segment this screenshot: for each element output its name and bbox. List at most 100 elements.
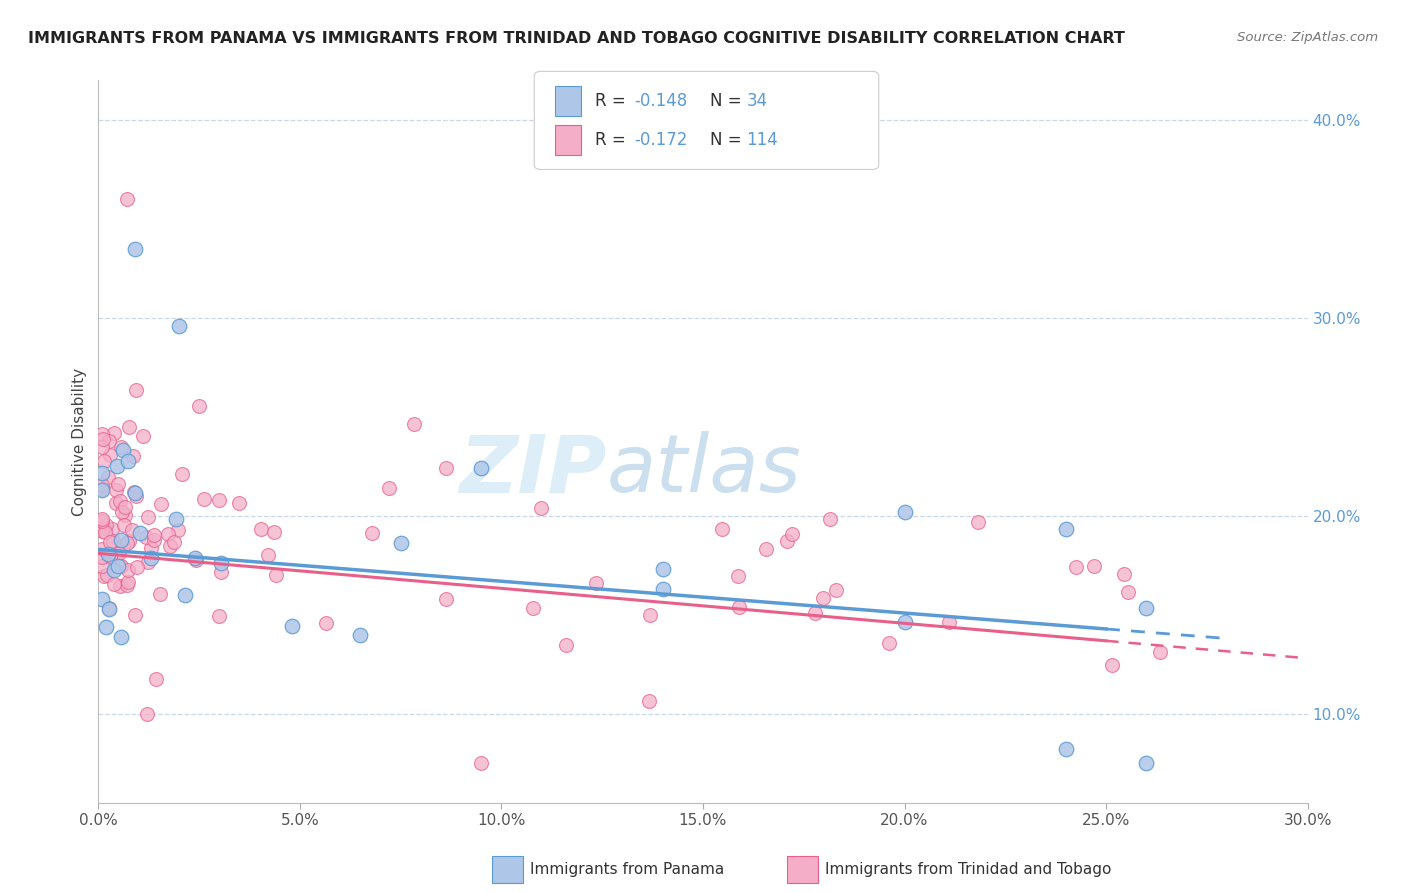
Point: [115, 536, 138, 550]
Point: [103, 533, 125, 548]
Point: [651, 582, 673, 596]
Point: [1083, 558, 1105, 573]
Point: [193, 491, 215, 506]
Point: [1135, 601, 1157, 615]
Point: [811, 591, 834, 606]
Point: [118, 534, 141, 549]
Point: [98, 601, 121, 615]
Point: [96, 619, 118, 633]
Point: [165, 512, 187, 526]
Point: [184, 553, 207, 567]
Point: [470, 461, 492, 475]
Point: [91, 440, 114, 454]
Point: [136, 510, 159, 524]
Text: atlas: atlas: [606, 432, 801, 509]
Point: [91, 478, 114, 492]
Point: [361, 526, 384, 541]
Point: [228, 496, 250, 510]
Text: Immigrants from Trinidad and Tobago: Immigrants from Trinidad and Tobago: [825, 863, 1112, 877]
Point: [91, 549, 114, 564]
Point: [1064, 559, 1087, 574]
Point: [100, 549, 122, 563]
Point: [122, 484, 145, 499]
Point: [145, 672, 167, 686]
Point: [105, 547, 128, 561]
Point: [122, 450, 145, 464]
Point: [434, 461, 457, 475]
Point: [638, 694, 661, 708]
Text: ZIP: ZIP: [458, 432, 606, 509]
Text: R =: R =: [595, 92, 631, 110]
Point: [159, 539, 181, 553]
Point: [108, 546, 131, 560]
Point: [211, 556, 233, 570]
Point: [97, 601, 120, 615]
Point: [112, 518, 135, 533]
Point: [103, 576, 125, 591]
Point: [110, 494, 132, 508]
Point: [110, 533, 132, 547]
Point: [208, 493, 231, 508]
Point: [94, 525, 117, 540]
Point: [97, 470, 120, 484]
Text: 114: 114: [747, 131, 779, 149]
Point: [112, 442, 135, 457]
Point: [118, 420, 141, 434]
Point: [585, 576, 607, 591]
Point: [638, 608, 661, 623]
Text: N =: N =: [710, 131, 747, 149]
Point: [103, 425, 125, 440]
Point: [91, 541, 114, 556]
Point: [91, 482, 114, 496]
Point: [1112, 566, 1135, 581]
Point: [124, 486, 146, 500]
Point: [1054, 522, 1077, 536]
Point: [96, 568, 118, 582]
Point: [264, 568, 287, 582]
Point: [101, 522, 124, 536]
Point: [149, 587, 172, 601]
Point: [110, 440, 132, 454]
Point: [128, 525, 150, 540]
Point: [136, 706, 159, 721]
Point: [91, 592, 114, 607]
Point: [139, 551, 162, 566]
Point: [91, 512, 114, 526]
Point: [825, 582, 848, 597]
Point: [349, 628, 371, 642]
Point: [91, 426, 114, 441]
Point: [135, 530, 157, 544]
Point: [522, 600, 544, 615]
Point: [91, 558, 114, 573]
Point: [100, 535, 122, 549]
Point: [156, 526, 179, 541]
Point: [97, 548, 120, 562]
Point: [104, 483, 127, 497]
Point: [209, 565, 232, 579]
Point: [711, 522, 734, 536]
Point: [404, 417, 426, 431]
Point: [167, 523, 190, 537]
Point: [966, 515, 988, 529]
Point: [110, 559, 132, 574]
Point: [93, 454, 115, 468]
Point: [281, 618, 304, 632]
Point: [114, 500, 136, 514]
Point: [776, 533, 799, 548]
Text: -0.148: -0.148: [634, 92, 688, 110]
Point: [150, 497, 173, 511]
Point: [728, 600, 751, 615]
Point: [94, 518, 117, 533]
Point: [377, 481, 399, 495]
Point: [98, 434, 121, 448]
Point: [755, 541, 778, 556]
Point: [250, 522, 273, 536]
Point: [727, 568, 749, 582]
Text: 34: 34: [747, 92, 768, 110]
Point: [125, 383, 148, 397]
Point: [893, 615, 915, 630]
Point: [163, 534, 186, 549]
Point: [111, 505, 134, 519]
Point: [172, 467, 194, 481]
Text: R =: R =: [595, 131, 631, 149]
